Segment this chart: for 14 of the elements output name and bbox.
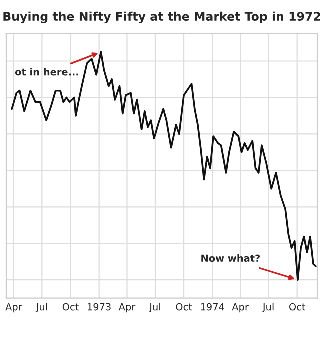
x-tick-label: 1973 [88,303,111,311]
x-tick-label: Jul [262,303,274,313]
x-tick-label: 1974 [201,303,224,311]
x-tick-label: Apr [118,303,136,313]
x-tick-label: Jul [149,303,160,313]
annotation: ot in here... [15,68,78,76]
x-tick-label: Oct [289,303,306,311]
x-tick-label: Oct [62,303,79,311]
x-tick-label: Apr [232,303,249,313]
x-tick-label: Oct [176,303,192,311]
x-tick-label: Jul [36,303,48,313]
x-tick-label: Apr [6,303,22,313]
chart-title: Buying the Nifty Fifty at the Market Top in 1972 [4,12,320,24]
annotation: Now what? [202,254,260,262]
